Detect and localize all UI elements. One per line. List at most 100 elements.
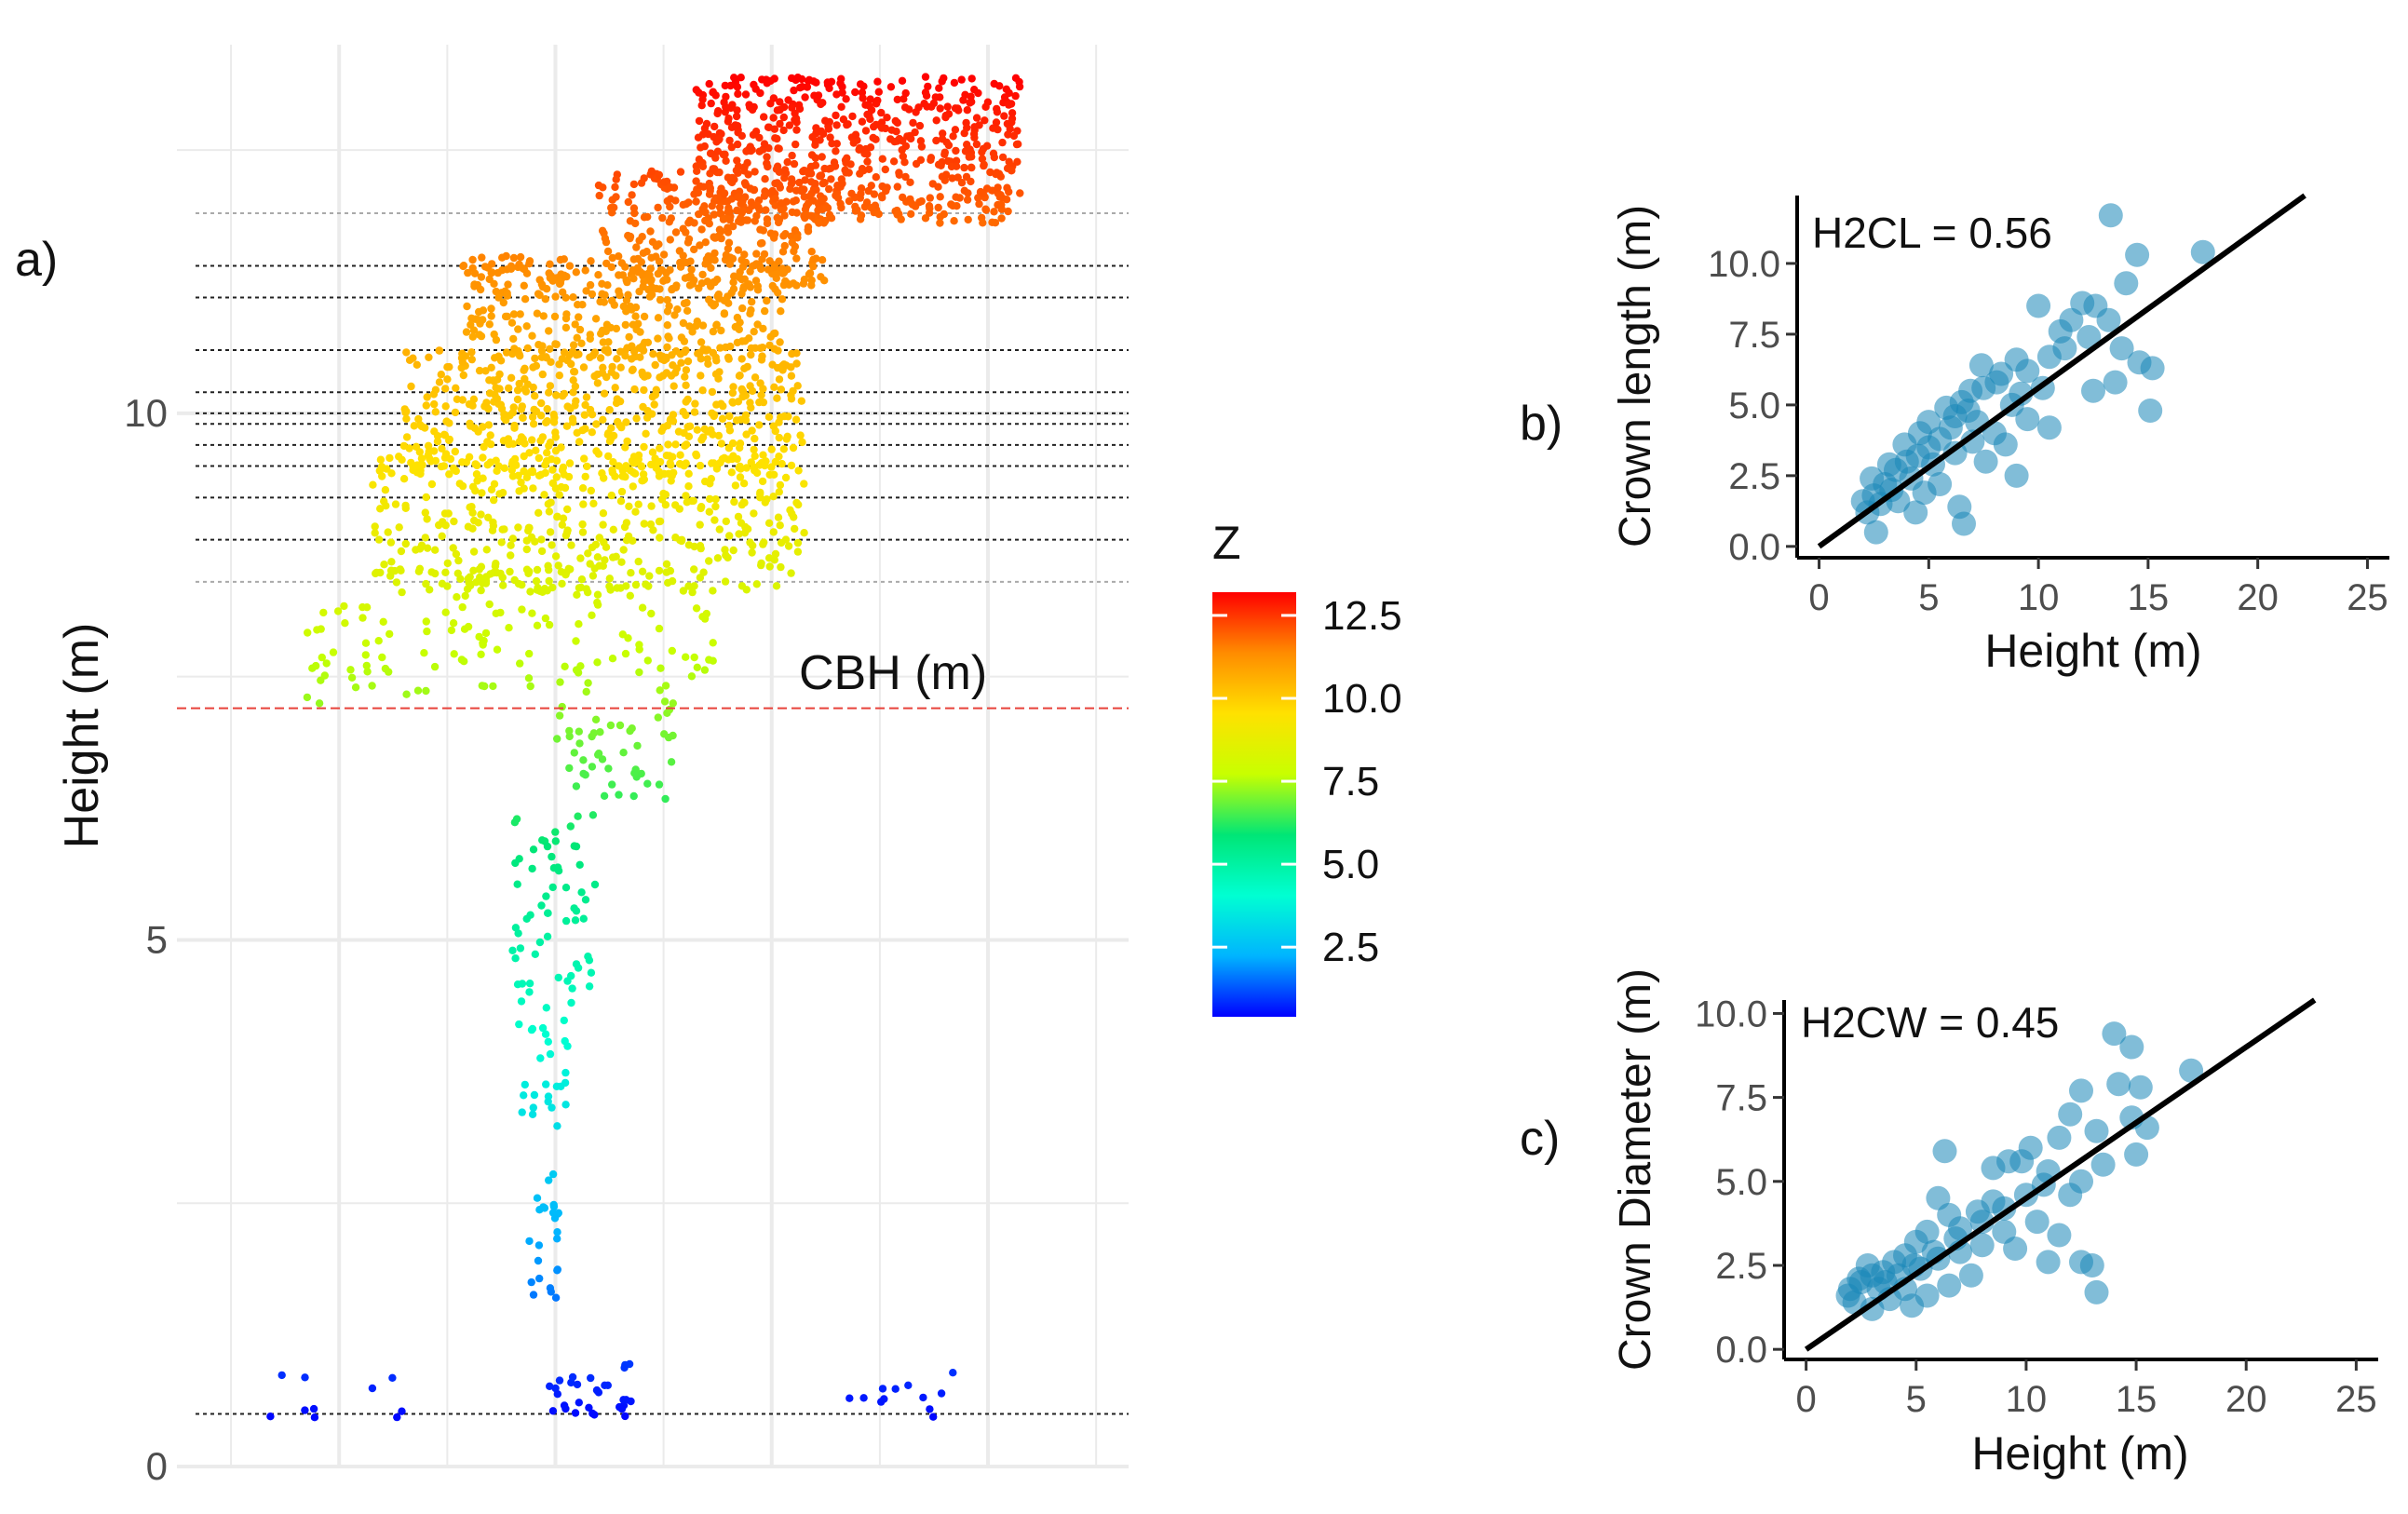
- panel-a-point: [706, 494, 714, 504]
- panel-a-point: [402, 690, 411, 698]
- panel-a-point: [473, 280, 482, 290]
- panel-a-point: [997, 200, 1006, 210]
- panel-a-point: [443, 375, 452, 384]
- panel-a-point: [632, 414, 641, 423]
- panel-a-point: [739, 498, 748, 507]
- panel-a-point: [513, 395, 522, 404]
- colorbar-tick-label: 2.5: [1322, 925, 1379, 970]
- panel-a-point: [736, 273, 744, 282]
- panel-a-point: [543, 842, 552, 851]
- panel-a-point: [629, 791, 638, 801]
- panel-a-point: [618, 472, 627, 480]
- panel-a-point: [907, 210, 915, 218]
- panel-a-point: [733, 140, 742, 149]
- panel-a-point: [468, 255, 477, 264]
- panel-a-point: [714, 374, 723, 383]
- panel-a-point: [541, 614, 550, 623]
- panel-a-point: [779, 126, 788, 135]
- panel-a-point: [581, 400, 589, 410]
- panel-c-crown-diameter: 0 5 10 15 20 25 0.02.55.07.510.0 H2CW = 0.45 …: [1611, 968, 2378, 1480]
- panel-a-point: [722, 551, 730, 560]
- panel-a-point: [615, 252, 623, 261]
- panel-a-point: [477, 510, 485, 519]
- colorbar-bar: [1212, 592, 1296, 1017]
- panel-a-point: [647, 291, 656, 299]
- panel-a-point: [757, 391, 765, 399]
- panel-b-point: [1968, 353, 1994, 378]
- panel-a-point: [438, 579, 447, 588]
- panel-a-point: [937, 1389, 946, 1398]
- panel-c-point: [2009, 1149, 2035, 1174]
- panel-a-point: [757, 356, 766, 364]
- panel-a-point: [743, 216, 752, 224]
- panel-b-point: [2125, 242, 2150, 267]
- panel-a-point: [940, 210, 948, 219]
- panel-a-point: [422, 493, 430, 502]
- panel-a-point: [501, 312, 510, 321]
- panel-a-point: [701, 477, 710, 486]
- panel-a-point: [693, 167, 701, 175]
- panel-a-point: [874, 88, 883, 96]
- panel-a-point: [698, 321, 708, 330]
- panel-a-point: [593, 658, 602, 667]
- panel-a-point: [413, 360, 421, 369]
- panel-a-point: [740, 163, 749, 171]
- panel-a-point: [724, 223, 732, 232]
- panel-a-point: [347, 673, 357, 682]
- panel-a-point: [599, 183, 607, 192]
- panel-a-point: [362, 603, 372, 612]
- panel-a-point: [487, 312, 495, 320]
- panel-a-point: [417, 454, 426, 463]
- panel-a-point: [521, 1080, 529, 1089]
- panel-a-point: [570, 367, 578, 376]
- panel-a-point: [580, 411, 589, 419]
- panel-a-point: [820, 179, 829, 187]
- panel-a-point: [516, 659, 524, 668]
- panel-a-point: [664, 469, 673, 478]
- panel-a-point: [949, 1369, 957, 1377]
- panel-a-point: [745, 101, 753, 109]
- panel-a-point: [599, 520, 607, 529]
- panel-a-point: [801, 93, 809, 101]
- panel-a-point: [763, 219, 772, 228]
- panel-a-point: [658, 213, 667, 223]
- panel-a-point: [573, 333, 581, 342]
- panel-a-point: [751, 85, 760, 93]
- panel-a-point: [628, 191, 636, 199]
- panel-a-point: [546, 345, 554, 353]
- panel-a-point: [469, 547, 479, 556]
- panel-a-point: [429, 447, 439, 455]
- panel-a-point: [652, 252, 660, 261]
- panel-a-point: [692, 321, 700, 331]
- panel-a-point: [720, 98, 728, 107]
- panel-a-point: [781, 473, 791, 482]
- panel-a-point: [588, 411, 597, 419]
- panel-a-point: [565, 732, 574, 741]
- panel-a-point: [859, 94, 867, 102]
- panel-a-point: [563, 977, 572, 985]
- panel-c-point: [2024, 1210, 2050, 1235]
- panel-a-point: [741, 90, 751, 99]
- panel-a-point: [533, 1194, 542, 1202]
- panel-a-point: [699, 182, 708, 191]
- panel-a-point: [442, 417, 451, 426]
- panel-a-point: [758, 344, 767, 352]
- panel-a-point: [727, 142, 736, 152]
- panel-a-point: [862, 198, 872, 207]
- panel-a-point: [518, 605, 526, 614]
- panel-a-point: [312, 661, 320, 670]
- panel-a-point: [510, 818, 520, 827]
- panel-a-point: [669, 699, 677, 708]
- panel-a-point: [662, 568, 670, 576]
- panel-a-point: [751, 168, 759, 176]
- panel-a-point: [936, 219, 944, 227]
- panel-a-point: [656, 534, 664, 542]
- panel-a-point: [386, 453, 394, 463]
- panel-c-x-ticks: 0 5 10 15 20 25: [1796, 1359, 2377, 1420]
- panel-a-point: [581, 472, 589, 481]
- panel-a-point: [696, 520, 704, 529]
- panel-a-point: [529, 845, 538, 854]
- panel-a-point: [770, 470, 778, 479]
- panel-a-point: [684, 582, 693, 590]
- panel-a-point: [989, 149, 998, 157]
